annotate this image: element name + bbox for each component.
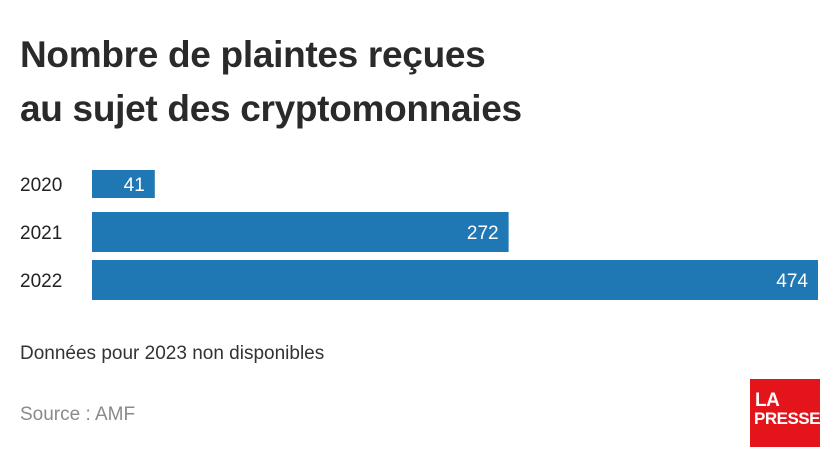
value-label-2022: 474 <box>776 271 808 292</box>
category-label-2021: 2021 <box>20 223 62 244</box>
bar-2020 <box>92 170 155 198</box>
bar-2022 <box>92 260 818 300</box>
chart-title: Nombre de plaintes reçues au sujet des c… <box>20 28 820 136</box>
value-label-2021: 272 <box>467 223 499 244</box>
category-label-2022: 2022 <box>20 271 62 292</box>
data-note: Données pour 2023 non disponibles <box>20 343 325 364</box>
chart-title-line-1: Nombre de plaintes reçues <box>20 34 486 75</box>
source-credit: Source : AMF <box>20 404 136 425</box>
bar-chart: 2020 41 2021 272 2022 474 <box>20 170 818 300</box>
la-presse-logo: LA PRESSE <box>750 379 820 447</box>
logo-text-la: LA <box>755 390 780 411</box>
chart-title-line-2: au sujet des cryptomonnaies <box>20 88 522 129</box>
logo-text-presse: PRESSE <box>754 409 820 428</box>
bar-2021 <box>92 212 509 252</box>
value-label-2020: 41 <box>124 175 145 196</box>
category-label-2020: 2020 <box>20 175 62 196</box>
